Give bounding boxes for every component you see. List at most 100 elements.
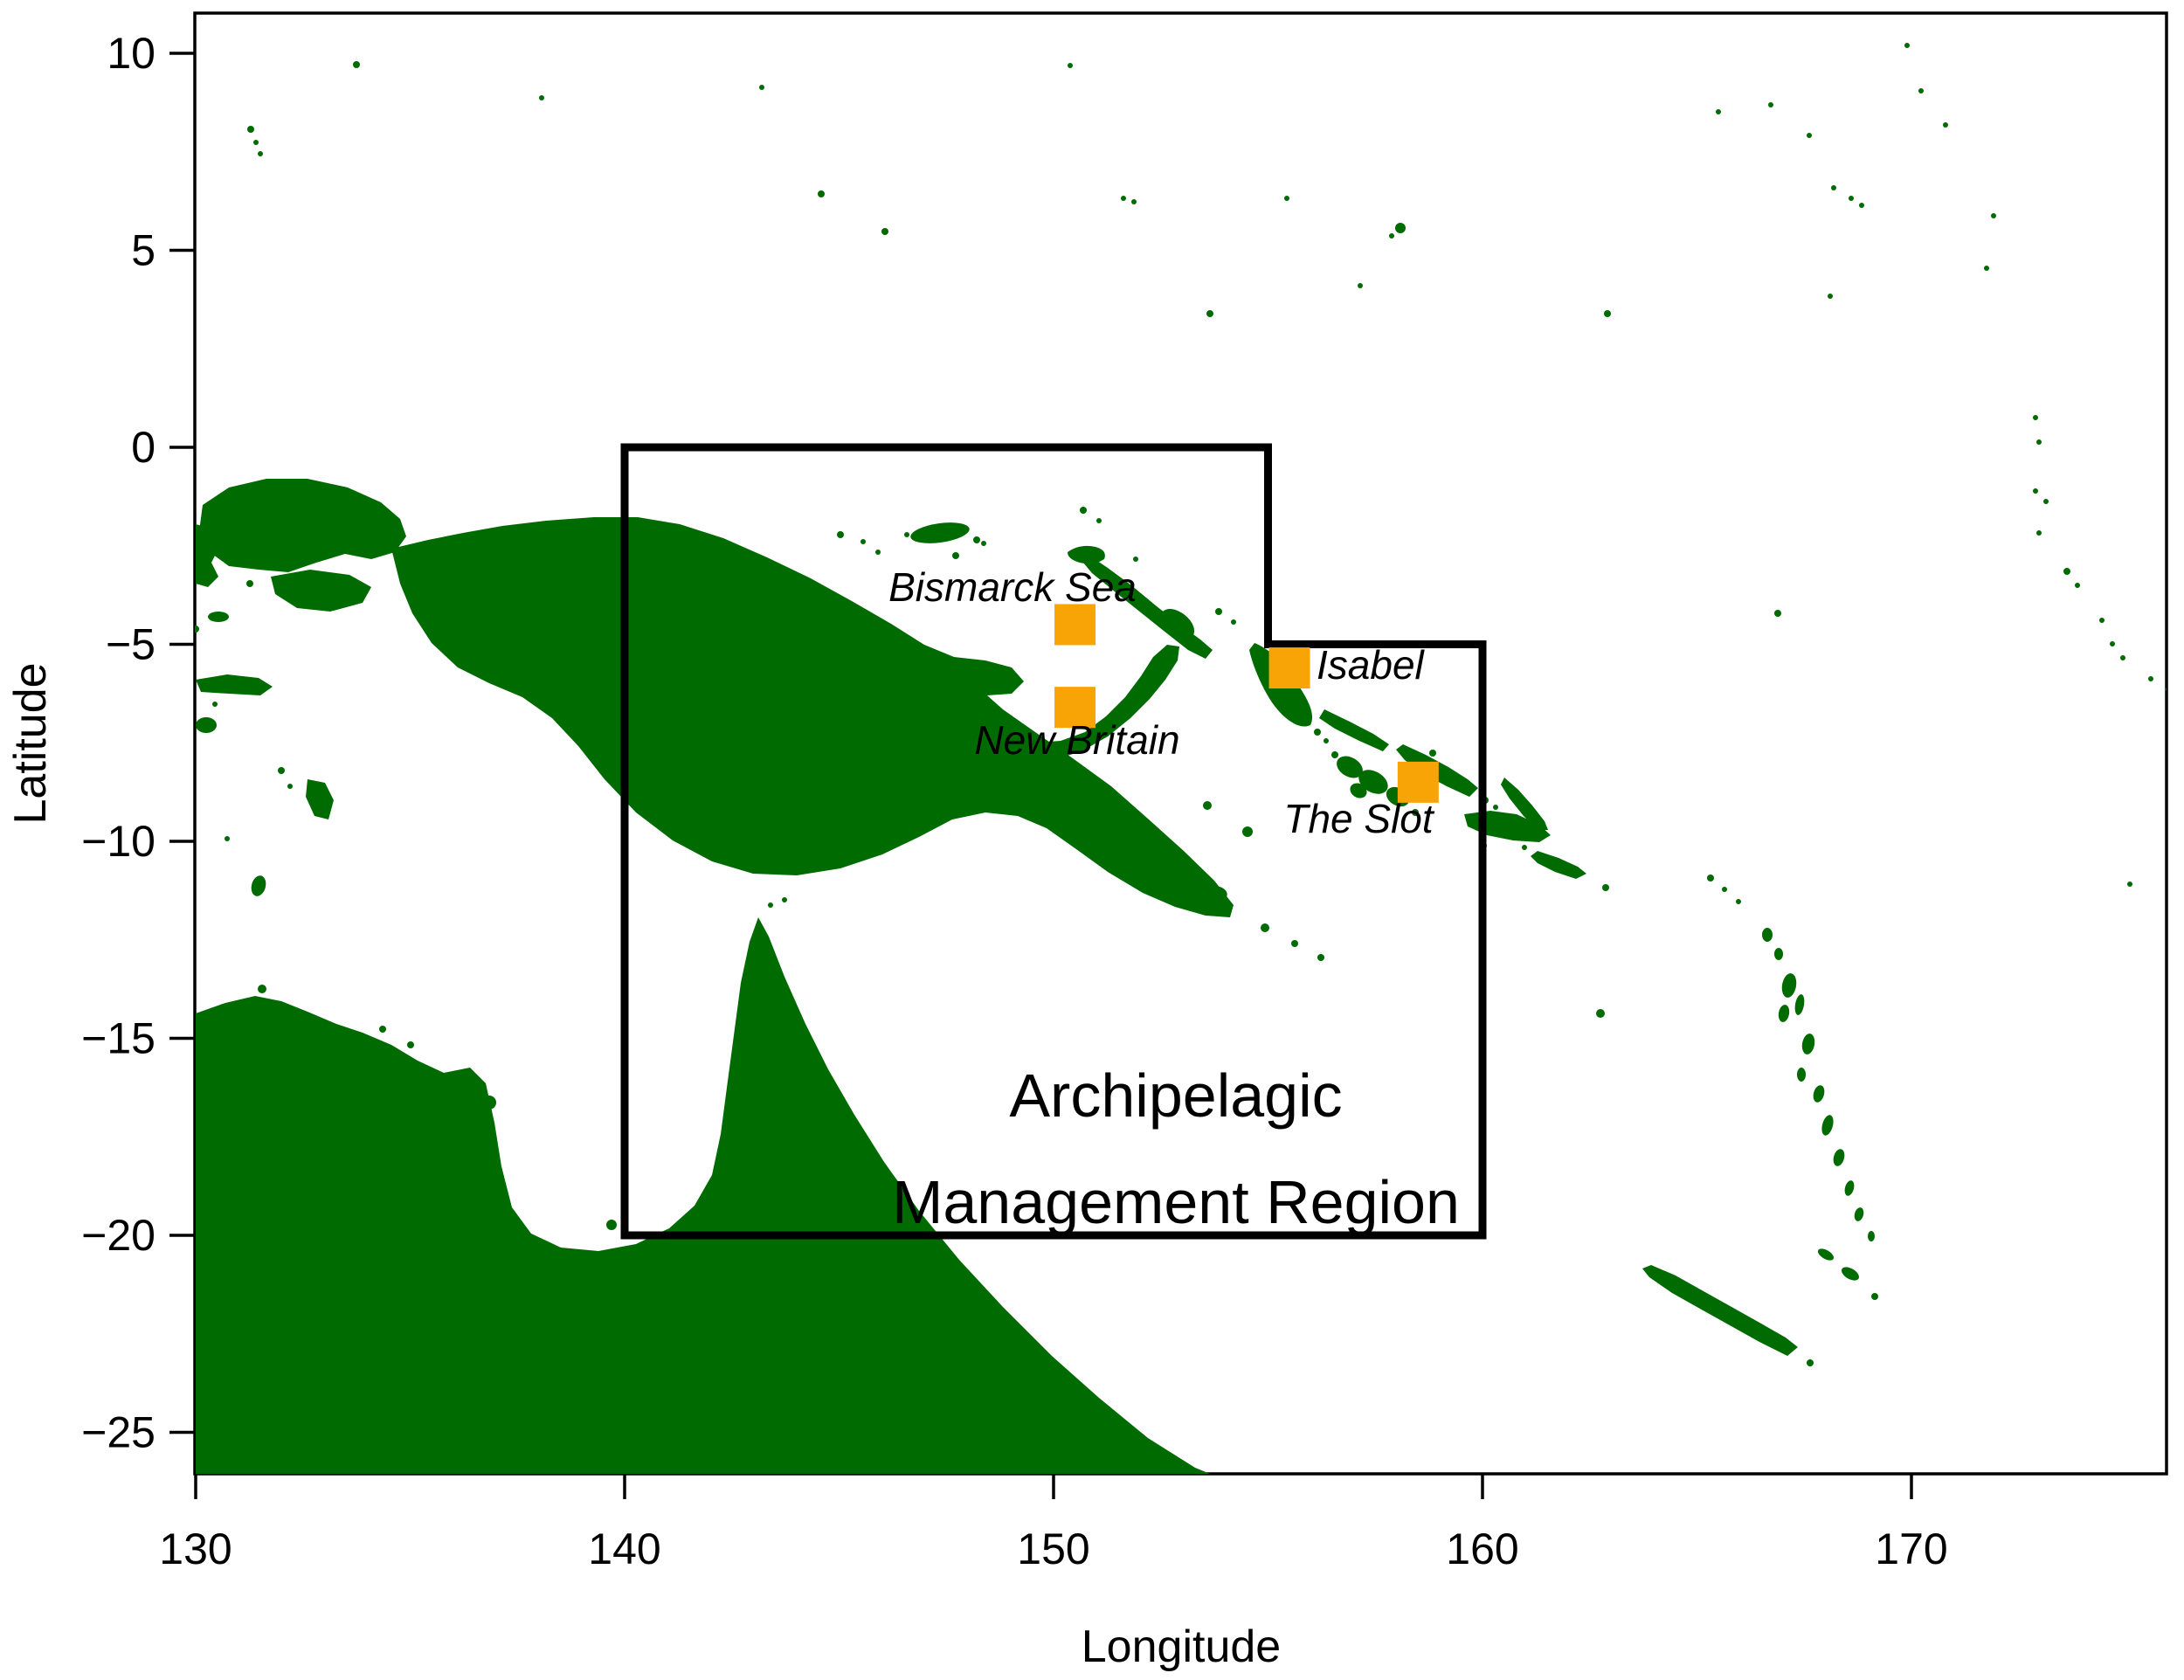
islet: [2033, 415, 2038, 420]
islet: [1522, 845, 1527, 850]
y-tick-label: −10: [81, 817, 156, 866]
islet: [1984, 266, 1989, 271]
x-tick-label: 140: [588, 1524, 660, 1573]
islet: [1261, 923, 1269, 932]
islet: [1842, 1267, 1859, 1281]
y-tick-label: −20: [81, 1211, 156, 1260]
islet: [407, 1041, 414, 1048]
marker-isabel: [1268, 647, 1310, 689]
seram-island: [196, 674, 273, 695]
islet: [1317, 954, 1324, 961]
the-slot-label: The Slot: [1283, 796, 1435, 841]
islet: [1337, 756, 1363, 778]
islet: [837, 531, 844, 538]
islet: [1096, 518, 1102, 523]
islet: [1395, 223, 1406, 233]
islet: [1817, 1248, 1835, 1261]
islet: [1231, 619, 1236, 625]
isabel-label: Isabel: [1317, 642, 1426, 688]
islet: [2127, 881, 2132, 887]
y-axis-title: Latitude: [5, 662, 56, 824]
new-guinea-island: [391, 517, 1234, 917]
marker-the-slot: [1397, 761, 1439, 803]
islet: [1133, 557, 1138, 562]
islet: [1762, 928, 1773, 942]
islet: [253, 140, 259, 145]
y-tick-label: 5: [131, 226, 156, 275]
islet: [196, 717, 217, 733]
islet: [1358, 283, 1363, 288]
islet: [2110, 641, 2115, 646]
islet: [1828, 294, 1833, 299]
islet: [1918, 88, 1924, 93]
islet: [379, 1026, 386, 1033]
islet: [881, 228, 888, 235]
islet: [1291, 940, 1298, 947]
islet: [1324, 738, 1329, 743]
islet: [1215, 608, 1222, 615]
islet: [1210, 886, 1227, 900]
islet: [1604, 310, 1611, 317]
islet: [1774, 610, 1781, 617]
islet: [258, 985, 266, 993]
malaita-island: [1501, 778, 1548, 830]
islet: [2075, 583, 2080, 588]
islet: [1068, 63, 1073, 68]
islet: [1797, 1068, 1806, 1082]
islet: [278, 767, 285, 774]
islet: [1412, 809, 1419, 816]
islet: [212, 702, 218, 707]
birds-head-peninsula: [199, 479, 406, 572]
islet: [1807, 133, 1812, 138]
management-region-outline: [620, 443, 1487, 1240]
islet: [1389, 233, 1394, 239]
islet: [1778, 1005, 1790, 1022]
y-tick-label: −5: [106, 620, 156, 669]
islet: [1794, 994, 1805, 1015]
islet: [2063, 568, 2070, 575]
islet: [1821, 1115, 1834, 1136]
bomberai-peninsula: [271, 570, 371, 612]
islet: [1813, 1085, 1825, 1103]
islet: [1131, 199, 1137, 204]
islet: [482, 1096, 496, 1110]
small-islands-group: [195, 43, 2175, 1366]
islet: [246, 580, 253, 587]
landmasses-layer: [195, 43, 2175, 1474]
islet: [1150, 856, 1174, 874]
marker-bismarck-sea: [1054, 604, 1096, 646]
islet: [2036, 439, 2042, 445]
islet: [910, 522, 970, 543]
islet: [2033, 488, 2038, 494]
islet: [1736, 899, 1741, 904]
halmahera-island: [196, 524, 220, 587]
islet: [1831, 185, 1836, 190]
new-britain-island: [923, 645, 1179, 772]
islet: [973, 536, 980, 543]
marker-new-britain: [1054, 687, 1096, 729]
x-tick-label: 130: [159, 1524, 232, 1573]
islet: [1801, 1034, 1815, 1054]
islet: [1716, 109, 1721, 114]
islet: [2148, 676, 2153, 681]
islet: [759, 85, 764, 90]
islet: [208, 612, 229, 622]
new-caledonia-island: [1642, 1265, 1798, 1356]
islet: [2168, 954, 2175, 961]
islet: [1429, 750, 1436, 757]
x-tick-label: 160: [1446, 1524, 1518, 1573]
islet: [195, 626, 199, 633]
x-tick-label: 150: [1017, 1524, 1089, 1573]
islet: [1781, 973, 1797, 998]
region-title-line2: Management Region: [892, 1168, 1460, 1236]
islet: [1080, 507, 1087, 514]
islet: [1206, 310, 1213, 317]
islet: [1314, 729, 1321, 736]
islet: [1358, 770, 1388, 794]
islet: [1160, 609, 1195, 639]
y-tick-label: −15: [81, 1014, 156, 1063]
y-tick-label: 0: [131, 423, 156, 472]
islet: [1904, 43, 1910, 48]
islet: [204, 508, 211, 515]
x-axis-title: Longitude: [1082, 1621, 1281, 1672]
